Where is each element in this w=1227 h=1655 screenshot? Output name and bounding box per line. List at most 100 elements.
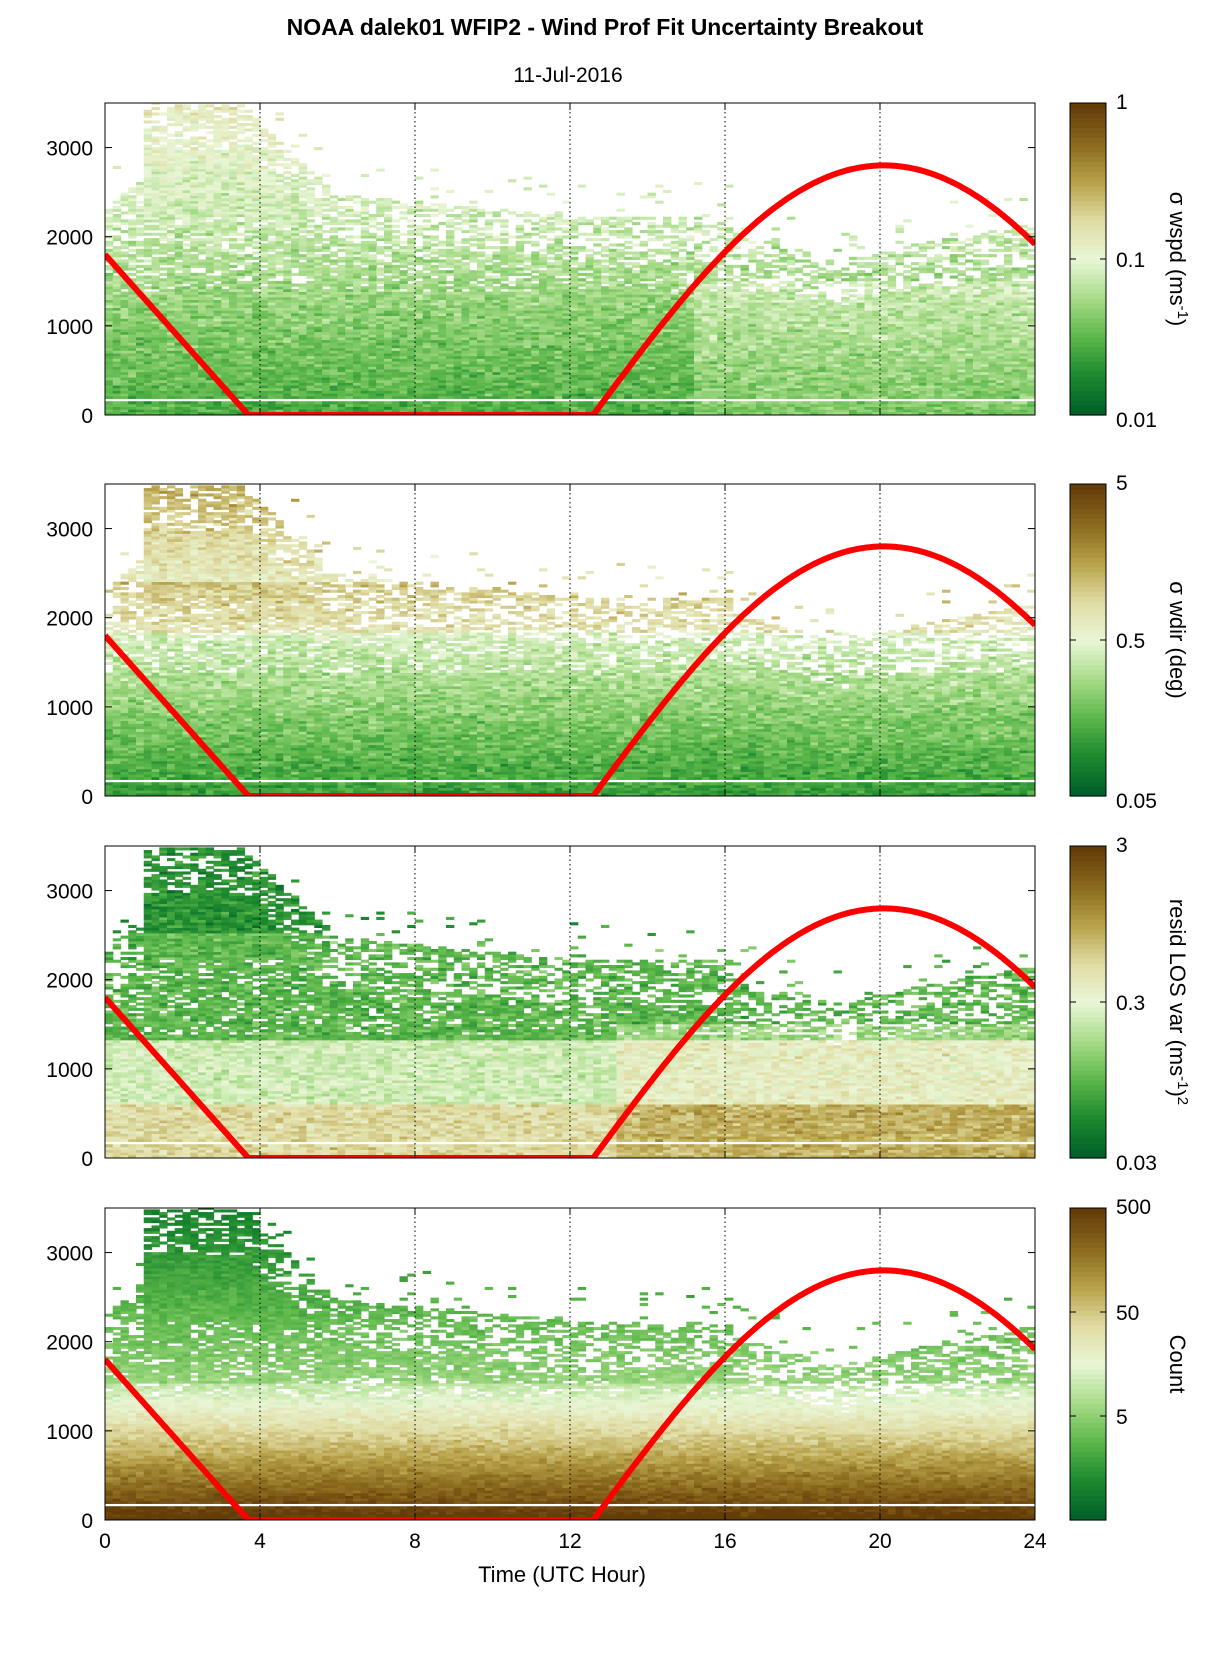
heatmap-cell: [353, 283, 362, 287]
heatmap-cell: [260, 288, 269, 292]
heatmap-cell: [151, 331, 160, 335]
heatmap-cell: [469, 315, 478, 319]
heatmap-cell: [453, 272, 463, 276]
heatmap-cell: [275, 401, 284, 405]
heatmap-cell: [159, 371, 168, 375]
heatmap-cell: [399, 283, 408, 287]
heatmap-cell: [407, 246, 416, 250]
heatmap-cell: [391, 315, 401, 319]
heatmap-cell: [484, 275, 494, 279]
heatmap-cell: [182, 288, 191, 292]
heatmap-cell: [461, 238, 470, 242]
heatmap-cell: [415, 291, 424, 295]
heatmap-cell: [260, 243, 269, 247]
heatmap-cell: [244, 272, 253, 276]
heatmap-cell: [291, 342, 300, 346]
heatmap-cell: [213, 109, 222, 113]
heatmap-cell: [252, 275, 261, 279]
heatmap-cell: [151, 326, 160, 330]
heatmap-cell: [174, 318, 184, 322]
heatmap-cell: [407, 307, 416, 311]
heatmap-cell: [453, 401, 463, 405]
heatmap-cell: [236, 173, 246, 177]
heatmap-cell: [407, 361, 416, 365]
heatmap-cell: [368, 369, 377, 373]
heatmap-cell: [446, 312, 455, 317]
heatmap-cell: [151, 187, 160, 191]
heatmap-cell: [376, 409, 385, 413]
heatmap-cell: [252, 312, 261, 317]
heatmap-cell: [430, 187, 439, 191]
heatmap-cell: [415, 321, 424, 325]
heatmap-cell: [159, 331, 168, 335]
heatmap-cell: [167, 192, 176, 196]
heatmap-cell: [159, 350, 168, 354]
heatmap-cell: [260, 382, 269, 386]
heatmap-cell: [291, 353, 300, 357]
heatmap-cell: [151, 286, 160, 290]
heatmap-cell: [260, 323, 269, 327]
heatmap-cell: [376, 318, 385, 322]
heatmap-cell: [167, 222, 176, 226]
heatmap-cell: [298, 377, 308, 381]
heatmap-cell: [151, 278, 160, 282]
heatmap-cell: [229, 355, 238, 359]
heatmap-cell: [570, 347, 579, 351]
heatmap-cell: [484, 267, 494, 271]
heatmap-cell: [562, 299, 571, 303]
heatmap-cell: [275, 307, 284, 311]
heatmap-cell: [469, 350, 478, 354]
heatmap-cell: [562, 291, 571, 295]
heatmap-cell: [531, 310, 540, 314]
heatmap-cell: [159, 173, 168, 177]
heatmap-cell: [236, 104, 246, 108]
heatmap-cell: [275, 163, 284, 167]
heatmap-cell: [174, 377, 184, 381]
heatmap-cell: [453, 278, 463, 282]
heatmap-cell: [128, 206, 137, 210]
heatmap-cell: [182, 329, 191, 333]
heatmap-cell: [159, 385, 168, 389]
heatmap-cell: [430, 331, 439, 335]
heatmap-cell: [562, 262, 571, 266]
heatmap-cell: [244, 192, 253, 196]
heatmap-cell: [515, 339, 525, 343]
heatmap-cell: [337, 353, 346, 357]
heatmap-cell: [174, 280, 184, 284]
heatmap-cell: [174, 200, 184, 204]
heatmap-cell: [298, 267, 308, 271]
heatmap-cell: [151, 197, 160, 202]
heatmap-cell: [345, 267, 354, 271]
heatmap-cell: [167, 160, 176, 164]
heatmap-cell: [159, 312, 168, 317]
heatmap-cell: [151, 227, 160, 231]
heatmap-cell: [151, 208, 160, 212]
heatmap-cell: [182, 248, 191, 252]
heatmap-cell: [306, 312, 315, 317]
heatmap-cell: [298, 189, 308, 194]
heatmap-cell: [136, 409, 145, 413]
heatmap-cell: [314, 214, 323, 218]
heatmap-cell: [159, 243, 168, 247]
heatmap-cell: [236, 323, 246, 327]
heatmap-cell: [229, 222, 238, 226]
heatmap-cell: [438, 291, 447, 295]
heatmap-cell: [291, 222, 300, 226]
heatmap-cell: [368, 240, 377, 244]
heatmap-cell: [415, 401, 424, 405]
heatmap-cell: [314, 382, 323, 386]
heatmap-cell: [376, 353, 385, 357]
heatmap-cell: [430, 361, 439, 365]
heatmap-cell: [531, 227, 540, 231]
heatmap-cell: [469, 353, 478, 357]
heatmap-cell: [136, 369, 145, 373]
heatmap-cell: [337, 366, 346, 370]
heatmap-cell: [585, 350, 594, 354]
heatmap-cell: [174, 152, 184, 156]
heatmap-cell: [391, 235, 401, 239]
heatmap-cell: [112, 254, 122, 258]
heatmap-cell: [407, 393, 416, 397]
heatmap-cell: [407, 238, 416, 242]
heatmap-cell: [221, 155, 230, 159]
heatmap-cell: [453, 385, 463, 389]
